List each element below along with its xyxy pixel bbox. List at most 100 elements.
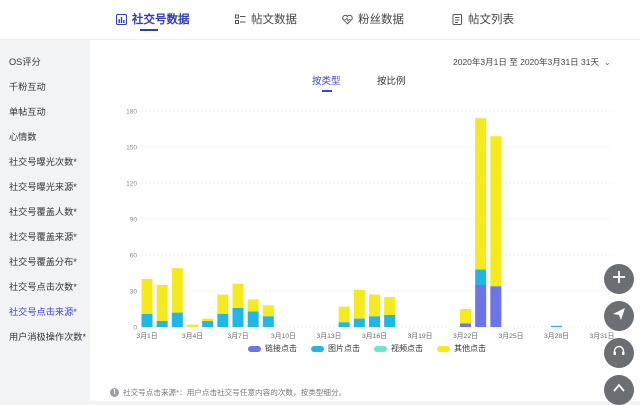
- bar-segment-4: [490, 136, 502, 287]
- bar-segment-4: [171, 268, 183, 313]
- add-button[interactable]: [604, 264, 634, 294]
- chevron-up-icon: [612, 381, 626, 400]
- bar-segment-4: [156, 285, 168, 321]
- x-tick-label: 3月22日: [453, 332, 478, 340]
- subtab-by-type[interactable]: 按类型: [312, 76, 341, 87]
- legend-item-photo-clicks[interactable]: 图片点击: [311, 343, 360, 354]
- bar-segment-2: [353, 318, 365, 327]
- bar-segment-4: [460, 309, 471, 324]
- x-tick-label: 3月13日: [317, 332, 342, 340]
- bar-segment-2: [202, 321, 214, 327]
- send-button[interactable]: [604, 301, 634, 331]
- metric-footnote: ! 社交号点击来源*：用户点击社交号任意内容的次数，按类型细分。: [110, 387, 346, 398]
- legend-swatch: [248, 345, 261, 352]
- tab-post-list[interactable]: 帖文列表: [451, 9, 514, 29]
- send-icon: [612, 307, 626, 326]
- tab-post-data[interactable]: 帖文数据: [234, 9, 297, 29]
- subtab-by-ratio[interactable]: 按比例: [377, 76, 406, 87]
- sidebar-item-negative-actions[interactable]: 用户消极操作次数*: [9, 332, 87, 342]
- document-icon: [451, 13, 463, 25]
- bar-segment-4: [232, 283, 244, 308]
- bar-segment-2: [384, 315, 396, 327]
- sidebar-item-per-post[interactable]: 单帖互动: [9, 107, 46, 117]
- main-panel: 2020年3月1日 至 2020年3月31日 31天 ⌄ 按类型 按比例 0 30 6…: [90, 40, 640, 401]
- top-tab-bar: 社交号数据 帖文数据 粉丝数据 帖文列表: [0, 0, 640, 40]
- sidebar-item-click-sources[interactable]: 社交号点击来源*: [9, 307, 77, 317]
- bar-segment-4: [475, 118, 487, 270]
- y-tick-label: 60: [130, 253, 138, 260]
- scroll-top-button[interactable]: [604, 375, 634, 405]
- bar-segment-2: [262, 316, 274, 327]
- bar-segment-1: [460, 323, 471, 327]
- sidebar-item-impressions[interactable]: 社交号曝光次数*: [9, 157, 77, 167]
- legend-label: 其他点击: [454, 344, 486, 353]
- chart-legend: 链接点击 图片点击 视频点击 其他点击: [248, 343, 486, 354]
- x-tick-label: 3月7日: [227, 332, 248, 340]
- y-tick-label: 90: [130, 217, 138, 224]
- subtab-indicator: [322, 90, 332, 92]
- legend-swatch: [374, 345, 387, 352]
- y-tick-label: 150: [126, 145, 137, 152]
- bar-segment-4: [141, 279, 153, 314]
- tab-account-data[interactable]: 社交号数据: [115, 9, 190, 29]
- bar-segment-4: [353, 289, 365, 319]
- bar-segment-4: [187, 324, 198, 327]
- sidebar-item-moods[interactable]: 心情数: [9, 132, 37, 142]
- active-tab-indicator: [140, 29, 158, 31]
- y-tick-label: 180: [126, 109, 137, 116]
- list-icon: [234, 13, 246, 25]
- bar-segment-4: [384, 297, 396, 315]
- bar-segment-2: [156, 321, 168, 327]
- legend-label: 链接点击: [265, 344, 297, 353]
- x-tick-label: 3月19日: [408, 332, 433, 340]
- sidebar-item-impression-sources[interactable]: 社交号曝光来源*: [9, 182, 77, 192]
- bar-segment-2: [247, 311, 259, 327]
- x-tick-label: 3月10日: [271, 332, 296, 340]
- tab-label: 社交号数据: [132, 14, 190, 26]
- x-tick-label: 3月25日: [499, 332, 524, 340]
- sidebar-item-reach[interactable]: 社交号覆盖人数*: [9, 207, 77, 217]
- x-tick-label: 3月1日: [136, 332, 157, 340]
- y-tick-label: 120: [126, 181, 137, 188]
- bar-segment-2: [551, 325, 562, 327]
- bar-segment-4: [217, 294, 229, 314]
- y-tick-label: 0: [133, 325, 137, 332]
- x-tick-label: 3月16日: [362, 332, 387, 340]
- bar-segment-4: [369, 294, 380, 317]
- bar-segment-1: [490, 286, 502, 327]
- chevron-down-icon: ⌄: [604, 58, 611, 67]
- bar-chart-icon: [115, 13, 127, 25]
- y-tick-label: 30: [130, 289, 138, 296]
- legend-item-other-clicks[interactable]: 其他点击: [437, 343, 486, 354]
- support-button[interactable]: [604, 338, 634, 368]
- sidebar-item-per-thousand-fans[interactable]: 千粉互动: [9, 82, 46, 92]
- tab-label: 粉丝数据: [358, 14, 404, 26]
- click-sources-chart: 0 30 60 90 120 150 180 3月1日 3月4日 3月7日 3月10日 3月13日 3月…: [126, 109, 615, 341]
- tab-label: 帖文列表: [468, 14, 514, 26]
- bar-segment-4: [262, 305, 274, 317]
- x-tick-label: 3月31日: [590, 332, 615, 340]
- date-range-picker[interactable]: 2020年3月1日 至 2020年3月31日 31天 ⌄: [453, 56, 611, 68]
- bar-segment-2: [369, 316, 380, 327]
- bar-segment-1: [475, 285, 487, 327]
- sidebar-item-reach-distribution[interactable]: 社交号覆盖分布*: [9, 257, 77, 267]
- bar-segment-2: [338, 322, 350, 327]
- legend-swatch: [311, 345, 324, 352]
- info-icon: !: [110, 388, 119, 397]
- bar-segment-2: [141, 313, 153, 327]
- bar-segment-2: [475, 269, 487, 285]
- sidebar-item-clicks[interactable]: 社交号点击次数*: [9, 282, 77, 292]
- legend-item-link-clicks[interactable]: 链接点击: [248, 343, 297, 354]
- sidebar-item-os-score[interactable]: OS评分: [9, 57, 41, 67]
- bar-segment-4: [247, 299, 259, 312]
- bar-segment-4: [202, 318, 214, 321]
- sidebar-item-reach-sources[interactable]: 社交号覆盖来源*: [9, 232, 77, 242]
- tab-label: 帖文数据: [251, 14, 297, 26]
- bar-segment-4: [338, 306, 350, 323]
- bar-segment-2: [217, 313, 229, 327]
- bar-segment-2: [171, 312, 183, 327]
- legend-swatch: [437, 345, 450, 352]
- legend-item-video-clicks[interactable]: 视频点击: [374, 343, 423, 354]
- tab-fans-data[interactable]: 粉丝数据: [341, 9, 404, 29]
- date-range-label: 2020年3月1日 至 2020年3月31日 31天: [453, 57, 599, 67]
